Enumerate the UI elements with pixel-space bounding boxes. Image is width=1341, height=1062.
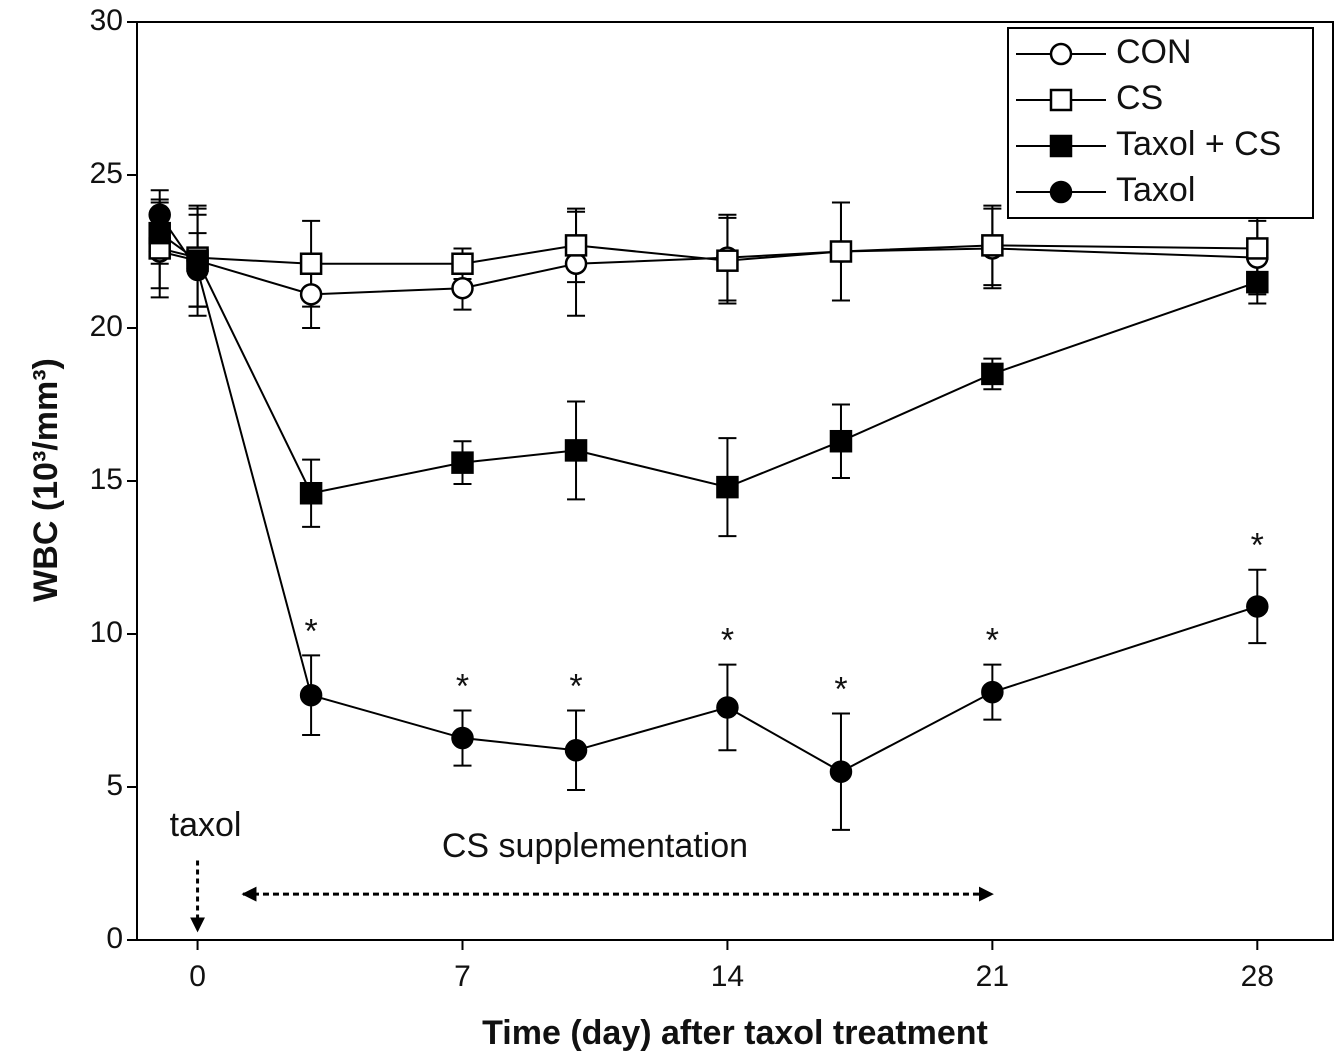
- series-line: [159, 244, 1258, 265]
- y-tick-label: 25: [90, 157, 123, 190]
- data-point: [1246, 270, 1269, 294]
- y-tick-label: 15: [90, 463, 123, 496]
- significance-marker: *: [721, 622, 734, 660]
- data-point: [299, 283, 323, 306]
- series-line: [159, 247, 1258, 296]
- x-tick-label: 28: [1241, 960, 1274, 993]
- legend-label: Taxol + CS: [1116, 125, 1281, 163]
- data-point: [186, 258, 209, 282]
- data-point: [299, 481, 323, 505]
- annotation: CS supplementation: [442, 827, 748, 865]
- significance-marker: *: [834, 671, 847, 709]
- data-point: [564, 739, 588, 762]
- y-tick-label: 30: [90, 4, 123, 37]
- data-point: [451, 276, 474, 300]
- data-point: [829, 760, 853, 783]
- data-point: [451, 451, 474, 474]
- legend-marker: [1049, 180, 1073, 204]
- y-tick-label: 5: [106, 769, 123, 802]
- data-point: [1246, 595, 1269, 618]
- data-point: [451, 726, 474, 750]
- data-point: [299, 683, 323, 707]
- data-point: [451, 252, 474, 275]
- legend-label: Taxol: [1116, 171, 1195, 209]
- series-line: [159, 232, 1258, 495]
- data-point: [829, 429, 853, 453]
- x-axis-label: Time (day) after taxol treatment: [482, 1014, 988, 1052]
- data-point: [564, 439, 588, 462]
- significance-marker: *: [986, 622, 999, 660]
- legend-marker: [1049, 134, 1073, 158]
- x-tick-label: 7: [454, 960, 471, 993]
- annotation: taxol: [170, 806, 242, 844]
- x-tick-label: 14: [711, 960, 744, 993]
- data-point: [148, 221, 171, 245]
- legend-marker: [1049, 42, 1073, 66]
- data-point: [564, 234, 588, 257]
- data-point: [716, 249, 739, 272]
- data-point: [981, 234, 1004, 257]
- data-point: [716, 696, 739, 719]
- y-tick-label: 20: [90, 310, 123, 343]
- data-point: [1246, 237, 1269, 260]
- significance-marker: *: [304, 612, 317, 650]
- data-point: [981, 680, 1004, 704]
- significance-marker: *: [1251, 527, 1264, 565]
- data-point: [299, 252, 323, 275]
- legend-label: CON: [1116, 33, 1192, 71]
- x-tick-label: 0: [189, 960, 206, 993]
- legend-marker: [1049, 88, 1073, 112]
- x-tick-label: 21: [976, 960, 1009, 993]
- data-point: [564, 252, 588, 275]
- legend-label: CS: [1116, 79, 1163, 117]
- significance-marker: *: [569, 667, 582, 705]
- y-tick-label: 0: [106, 922, 123, 955]
- y-tick-label: 10: [90, 616, 123, 649]
- y-axis-label: WBC (10³/mm³): [27, 358, 65, 602]
- significance-marker: *: [456, 667, 469, 705]
- series-line: [158, 214, 1258, 773]
- data-point: [148, 203, 171, 227]
- data-point: [716, 475, 739, 499]
- data-point: [829, 240, 853, 263]
- data-point: [981, 362, 1004, 386]
